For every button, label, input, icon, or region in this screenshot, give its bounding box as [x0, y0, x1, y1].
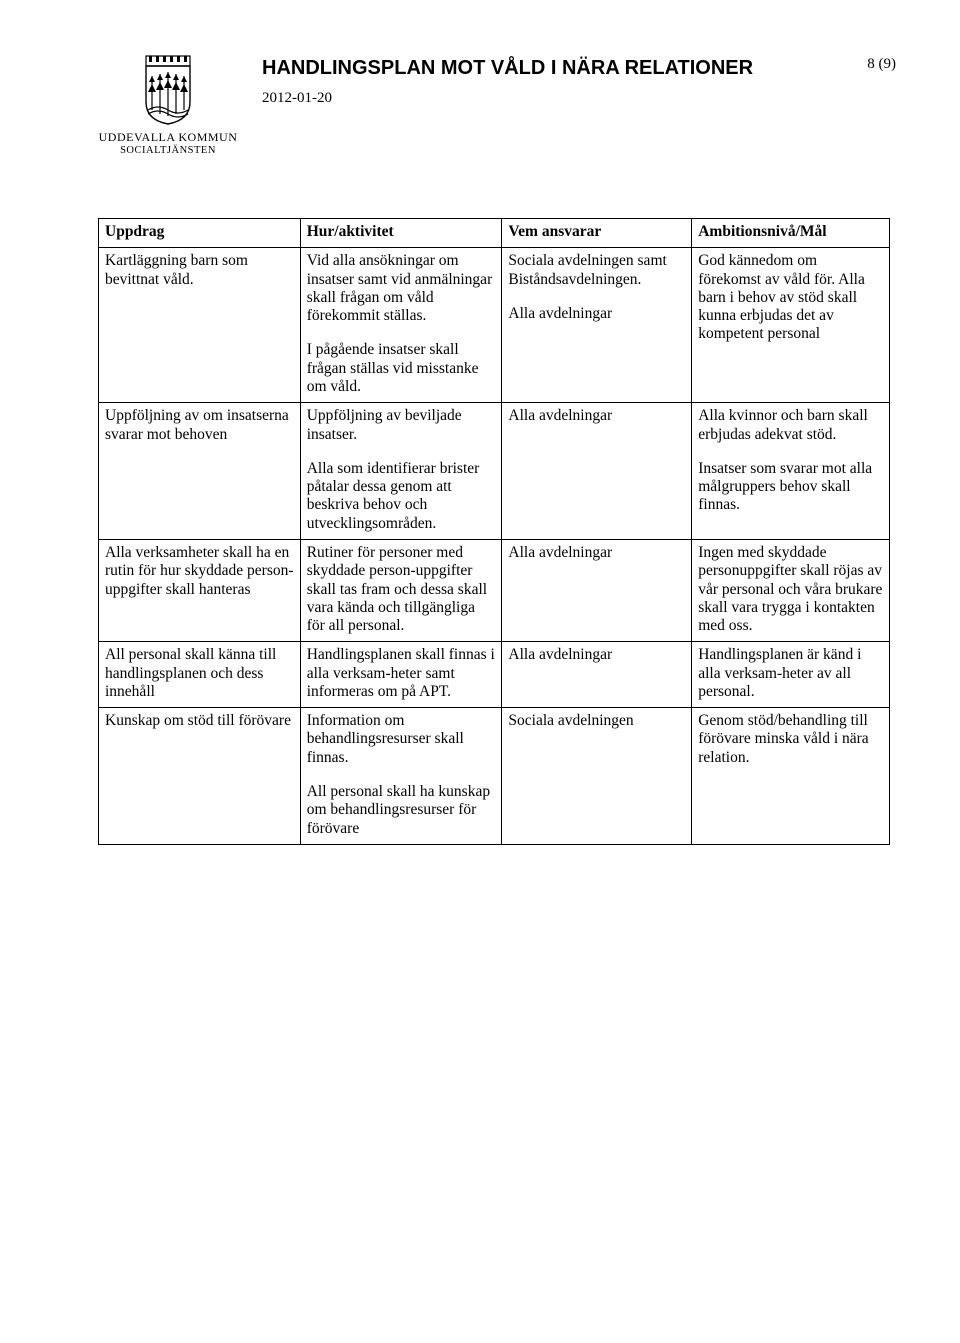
- cell-vem: Alla avdelningar: [502, 642, 692, 708]
- cell-vem: Alla avdelningar: [502, 403, 692, 540]
- cell-paragraph: Handlingsplanen är känd i alla verksam-h…: [698, 646, 883, 701]
- table-body: Kartläggning barn som bevittnat våld. Vid…: [99, 248, 890, 845]
- document-date: 2012-01-20: [262, 90, 890, 107]
- table-row: Kartläggning barn som bevittnat våld. Vid…: [99, 248, 890, 403]
- cell-hur: Rutiner för personer med skyddade person…: [300, 539, 502, 641]
- table-row: Uppföljning av om insatserna svarar mot …: [99, 403, 890, 540]
- cell-paragraph: Vid alla ansökningar om insatser samt vi…: [307, 252, 496, 325]
- cell-hur: Uppföljning av beviljade insatser. Alla s…: [300, 403, 502, 540]
- cell-paragraph: Handlingsplanen skall finnas i alla verk…: [307, 646, 496, 701]
- cell-paragraph: Uppföljning av beviljade insatser.: [307, 407, 496, 444]
- cell-vem: Alla avdelningar: [502, 539, 692, 641]
- col-uppdrag: Uppdrag: [99, 219, 301, 248]
- cell-mal: Ingen med skyddade personuppgifter skall…: [692, 539, 890, 641]
- cell-uppdrag: Kunskap om stöd till förövare: [99, 708, 301, 845]
- cell-uppdrag: Kartläggning barn som bevittnat våld.: [99, 248, 301, 403]
- cell-uppdrag: Uppföljning av om insatserna svarar mot …: [99, 403, 301, 540]
- cell-paragraph: Kunskap om stöd till förövare: [105, 712, 294, 730]
- cell-paragraph: Uppföljning av om insatserna svarar mot …: [105, 407, 294, 444]
- cell-mal: Alla kvinnor och barn skall erbjudas ade…: [692, 403, 890, 540]
- cell-paragraph: Information om behandlingsresurser skall…: [307, 712, 496, 767]
- cell-paragraph: Alla avdelningar: [508, 544, 685, 562]
- cell-paragraph: God kännedom om förekomst av våld för. A…: [698, 252, 883, 343]
- cell-paragraph: Rutiner för personer med skyddade person…: [307, 544, 496, 635]
- cell-paragraph: Kartläggning barn som bevittnat våld.: [105, 252, 294, 289]
- col-hur: Hur/aktivitet: [300, 219, 502, 248]
- cell-paragraph: I pågående insatser skall frågan ställas…: [307, 341, 496, 396]
- cell-paragraph: Alla verksamheter skall ha en rutin för …: [105, 544, 294, 599]
- title-block: HANDLINGSPLAN MOT VÅLD I NÄRA RELATIONER…: [262, 54, 890, 107]
- cell-paragraph: Insatser som svarar mot alla målgruppers…: [698, 460, 883, 515]
- cell-vem: Sociala avdelningen: [502, 708, 692, 845]
- cell-paragraph: Genom stöd/behandling till förövare mins…: [698, 712, 883, 767]
- cell-mal: Genom stöd/behandling till förövare mins…: [692, 708, 890, 845]
- cell-hur: Handlingsplanen skall finnas i alla verk…: [300, 642, 502, 708]
- cell-mal: Handlingsplanen är känd i alla verksam-h…: [692, 642, 890, 708]
- cell-paragraph: Alla avdelningar: [508, 646, 685, 664]
- cell-uppdrag: Alla verksamheter skall ha en rutin för …: [99, 539, 301, 641]
- cell-paragraph: Alla avdelningar: [508, 407, 685, 425]
- cell-mal: God kännedom om förekomst av våld för. A…: [692, 248, 890, 403]
- cell-paragraph: Ingen med skyddade personuppgifter skall…: [698, 544, 883, 635]
- table-row: All personal skall känna till handlingsp…: [99, 642, 890, 708]
- municipal-crest-icon: [138, 54, 198, 126]
- cell-paragraph: All personal skall ha kunskap om behandl…: [307, 783, 496, 838]
- table-row: Kunskap om stöd till förövare Information…: [99, 708, 890, 845]
- col-vem: Vem ansvarar: [502, 219, 692, 248]
- org-subtitle: SOCIALTJÄNSTEN: [120, 145, 216, 156]
- action-plan-table: Uppdrag Hur/aktivitet Vem ansvarar Ambit…: [98, 218, 890, 845]
- document-title: HANDLINGSPLAN MOT VÅLD I NÄRA RELATIONER: [262, 56, 890, 80]
- col-mal: Ambitionsnivå/Mål: [692, 219, 890, 248]
- cell-paragraph: Sociala avdelningen: [508, 712, 685, 730]
- org-name: UDDEVALLA KOMMUN: [99, 130, 238, 145]
- page-header: UDDEVALLA KOMMUN SOCIALTJÄNSTEN HANDLING…: [98, 54, 890, 156]
- page-number: 8 (9): [867, 56, 896, 73]
- table-header-row: Uppdrag Hur/aktivitet Vem ansvarar Ambit…: [99, 219, 890, 248]
- cell-vem: Sociala avdelningen samt Biståndsavdelni…: [502, 248, 692, 403]
- cell-paragraph: Alla som identifierar brister påtalar de…: [307, 460, 496, 533]
- cell-hur: Vid alla ansökningar om insatser samt vi…: [300, 248, 502, 403]
- cell-paragraph: Alla avdelningar: [508, 305, 685, 323]
- cell-paragraph: Alla kvinnor och barn skall erbjudas ade…: [698, 407, 883, 444]
- cell-uppdrag: All personal skall känna till handlingsp…: [99, 642, 301, 708]
- table-row: Alla verksamheter skall ha en rutin för …: [99, 539, 890, 641]
- cell-paragraph: Sociala avdelningen samt Biståndsavdelni…: [508, 252, 685, 289]
- cell-paragraph: All personal skall känna till handlingsp…: [105, 646, 294, 701]
- org-block: UDDEVALLA KOMMUN SOCIALTJÄNSTEN: [98, 54, 238, 156]
- cell-hur: Information om behandlingsresurser skall…: [300, 708, 502, 845]
